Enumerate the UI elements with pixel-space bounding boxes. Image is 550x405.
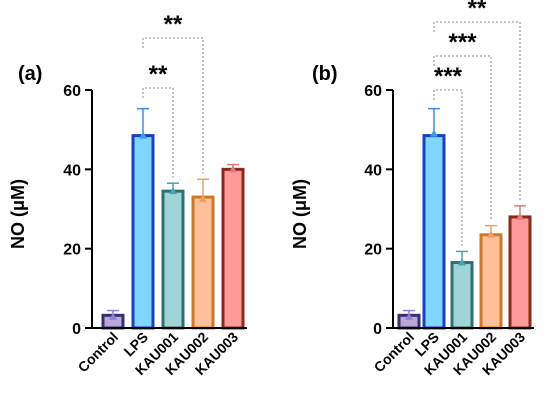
y-tick-label: 40 — [364, 162, 382, 179]
panel-label: (a) — [18, 63, 42, 85]
y-tick-label: 0 — [373, 321, 382, 338]
y-tick-label: 60 — [63, 83, 81, 100]
bar-lps — [131, 134, 155, 330]
data-point — [516, 212, 524, 220]
data-point — [430, 129, 438, 137]
significance-label: *** — [448, 29, 477, 56]
significance-label: *** — [434, 63, 463, 90]
data-point — [405, 312, 413, 320]
panel-b: (b)NO (μM)0204060ControlLPSKAU001KAU002K… — [290, 0, 534, 378]
data-point — [458, 258, 466, 266]
panel-label: (b) — [312, 63, 338, 85]
bar-kau002 — [191, 195, 215, 330]
data-point — [199, 195, 207, 203]
y-axis-label: NO (μM) — [8, 179, 28, 249]
bar-kau001 — [450, 261, 474, 330]
data-point — [169, 187, 177, 195]
significance-label: ** — [164, 11, 183, 38]
significance-bracket — [433, 55, 492, 220]
significance-label: ** — [149, 61, 168, 88]
bar-kau002 — [479, 233, 503, 330]
bar-kau001 — [161, 189, 185, 330]
bar-kau003 — [508, 215, 532, 330]
bar-kau003 — [221, 167, 245, 330]
significance-bracket — [433, 89, 463, 246]
data-point — [139, 131, 147, 139]
significance-bracket — [433, 21, 521, 200]
significance-bracket — [142, 37, 204, 174]
y-tick-label: 20 — [63, 242, 81, 259]
y-tick-label: 60 — [364, 83, 382, 100]
data-point — [229, 165, 237, 173]
data-point — [109, 312, 117, 320]
bar-lps — [422, 134, 446, 330]
category-label-control: Control — [75, 329, 122, 376]
y-axis-label: NO (μM) — [290, 179, 310, 249]
y-tick-label: 0 — [72, 321, 81, 338]
y-tick-label: 20 — [364, 242, 382, 259]
data-point — [487, 230, 495, 238]
y-tick-label: 40 — [63, 162, 81, 179]
significance-label: ** — [468, 0, 487, 22]
significance-bracket — [142, 87, 174, 178]
